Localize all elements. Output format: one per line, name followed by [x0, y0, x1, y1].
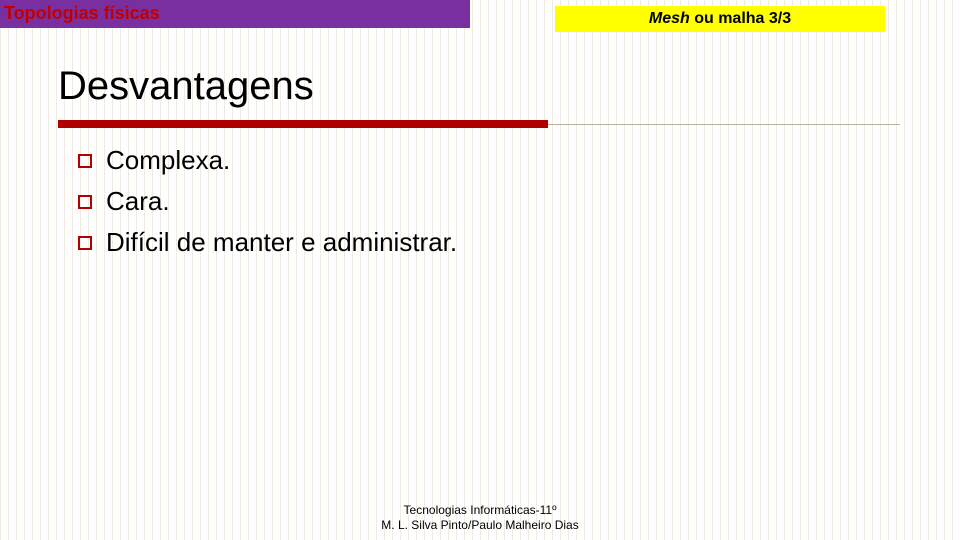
subtitle-italic: Mesh [649, 10, 690, 27]
footer-line-2: M. L. Silva Pinto/Paulo Malheiro Dias [0, 518, 960, 534]
heading-rule-gray [548, 124, 900, 125]
bullet-box-icon [78, 195, 92, 209]
list-item: Difícil de manter e administrar. [78, 227, 457, 258]
bullet-box-icon [78, 236, 92, 250]
topic-bar: Topologias físicas [0, 0, 470, 28]
bullet-list: Complexa. Cara. Difícil de manter e admi… [78, 145, 457, 268]
topic-text: Topologias físicas [4, 3, 160, 23]
bullet-text: Complexa. [106, 145, 230, 176]
subtitle-rest: ou malha 3/3 [690, 10, 791, 27]
list-item: Complexa. [78, 145, 457, 176]
footer-line-1: Tecnologias Informáticas-11º [0, 503, 960, 519]
bullet-text: Cara. [106, 186, 170, 217]
footer: Tecnologias Informáticas-11º M. L. Silva… [0, 503, 960, 534]
page-title: Desvantagens [58, 64, 314, 109]
heading-rule-red [58, 120, 548, 128]
subtitle-bar: Mesh ou malha 3/3 [555, 6, 885, 32]
bullet-box-icon [78, 154, 92, 168]
list-item: Cara. [78, 186, 457, 217]
bullet-text: Difícil de manter e administrar. [106, 227, 457, 258]
